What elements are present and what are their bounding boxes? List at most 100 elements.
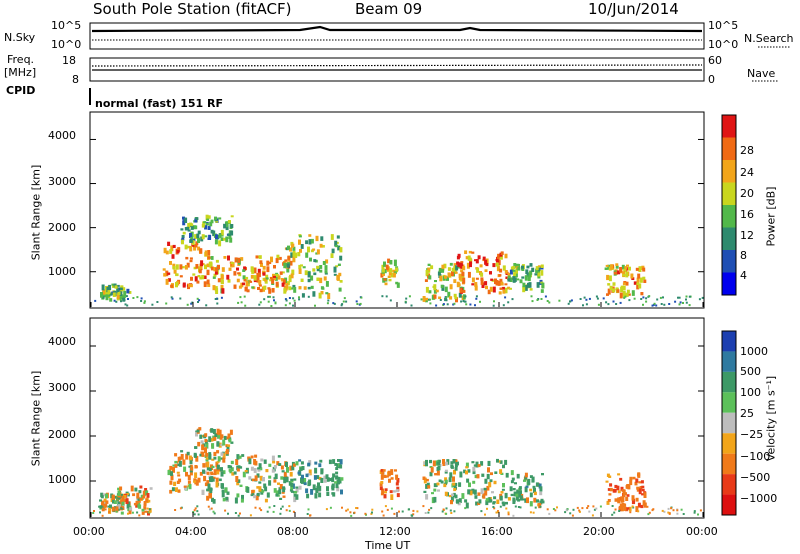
heatmap-cell xyxy=(614,484,618,488)
heatmap-cell xyxy=(448,477,452,483)
heatmap-cell xyxy=(685,298,687,301)
heatmap-cell xyxy=(529,488,533,492)
heatmap-cell xyxy=(169,480,173,485)
colorbar-swatch xyxy=(722,474,736,495)
heatmap-cell xyxy=(420,298,423,301)
heatmap-cell xyxy=(280,278,284,282)
heatmap-cell xyxy=(128,291,132,294)
heatmap-cell xyxy=(300,244,304,249)
heatmap-cell xyxy=(271,455,275,461)
heatmap-cell xyxy=(209,488,213,491)
heatmap-cell xyxy=(453,469,456,475)
heatmap-cell xyxy=(238,455,242,459)
x-tick: 16:00 xyxy=(481,525,513,538)
heatmap-cell xyxy=(169,465,173,470)
heatmap-cell xyxy=(266,266,270,273)
heatmap-cell xyxy=(619,301,622,304)
heatmap-cell xyxy=(335,244,339,248)
heatmap-cell xyxy=(213,436,217,441)
heatmap-cell xyxy=(475,297,478,300)
heatmap-cell xyxy=(383,474,387,478)
heatmap-cell xyxy=(364,512,367,515)
heatmap-cell xyxy=(208,261,212,266)
heatmap-cell xyxy=(290,478,294,481)
heatmap-cell xyxy=(312,484,316,491)
heatmap-cell xyxy=(204,250,208,257)
heatmap-cell xyxy=(338,272,342,277)
heatmap-cell xyxy=(275,493,279,497)
heatmap-cell xyxy=(251,478,255,482)
heatmap-cell xyxy=(474,304,476,307)
heatmap-cell xyxy=(271,288,275,293)
heatmap-cell xyxy=(307,246,310,253)
heatmap-cell xyxy=(380,469,384,472)
heatmap-cell xyxy=(489,286,493,292)
heatmap-cell xyxy=(273,275,276,278)
heatmap-cell xyxy=(441,510,444,513)
heatmap-cell xyxy=(143,504,147,507)
heatmap-cell xyxy=(606,274,610,281)
heatmap-cell xyxy=(444,469,448,472)
heatmap-cell xyxy=(204,447,207,453)
heatmap-cell xyxy=(226,436,230,440)
colorbar-swatch xyxy=(722,272,736,295)
heatmap-cell xyxy=(548,301,551,304)
heatmap-cell xyxy=(175,264,179,270)
heatmap-cell xyxy=(280,507,282,510)
heatmap-cell xyxy=(307,286,311,290)
heatmap-cell xyxy=(172,464,176,467)
heatmap-cell xyxy=(537,269,540,275)
heatmap-cell xyxy=(248,279,252,282)
heatmap-cell xyxy=(507,497,511,501)
heatmap-cell xyxy=(139,497,143,501)
heatmap-cell xyxy=(215,461,219,468)
heatmap-cell xyxy=(524,284,528,291)
heatmap-cell xyxy=(485,285,488,290)
heatmap-cell xyxy=(638,283,642,289)
heatmap-cell xyxy=(289,489,293,492)
heatmap-cell xyxy=(629,479,633,486)
colorbar-swatch xyxy=(722,494,736,515)
heatmap-cell xyxy=(629,476,633,481)
colorbar-frame xyxy=(721,330,737,516)
heatmap-cell xyxy=(450,500,453,505)
heatmap-cell xyxy=(326,477,330,482)
heatmap-cell xyxy=(450,461,454,465)
heatmap-cell xyxy=(617,497,621,504)
heatmap-cell xyxy=(478,499,482,504)
heatmap-cell xyxy=(336,235,340,239)
heatmap-cell xyxy=(316,249,320,255)
colorbar-swatch xyxy=(722,205,736,228)
heatmap-cell xyxy=(180,450,184,453)
heatmap-cell xyxy=(188,483,192,490)
heatmap-cell xyxy=(272,460,276,464)
heatmap-cell xyxy=(642,303,644,306)
heatmap-cell xyxy=(484,269,488,272)
heatmap-cell xyxy=(319,265,323,269)
heatmap-cell xyxy=(99,505,103,509)
heatmap-cell xyxy=(268,506,271,509)
heatmap-cell xyxy=(457,502,461,506)
heatmap-cell xyxy=(490,472,493,476)
heatmap-cell xyxy=(515,266,519,269)
heatmap-cell xyxy=(360,296,363,299)
heatmap-cell xyxy=(272,296,275,299)
heatmap-cell xyxy=(307,508,310,511)
heatmap-cell xyxy=(134,487,138,492)
heatmap-cell xyxy=(467,489,471,495)
heatmap-cell xyxy=(464,295,467,298)
power-colorbar-tick: 8 xyxy=(740,249,747,262)
heatmap-cell xyxy=(172,266,176,270)
heatmap-cell xyxy=(293,299,296,302)
heatmap-cell xyxy=(267,287,271,290)
heatmap-cell xyxy=(203,221,207,224)
heatmap-cell xyxy=(479,264,483,268)
heatmap-cell xyxy=(485,498,489,502)
heatmap-cell xyxy=(444,461,448,466)
heatmap-cell xyxy=(324,270,328,274)
heatmap-cell xyxy=(484,490,488,496)
heatmap-cell xyxy=(266,492,270,498)
heatmap-cell xyxy=(493,300,495,303)
heatmap-cell xyxy=(327,299,330,302)
heatmap-cell xyxy=(337,459,340,462)
